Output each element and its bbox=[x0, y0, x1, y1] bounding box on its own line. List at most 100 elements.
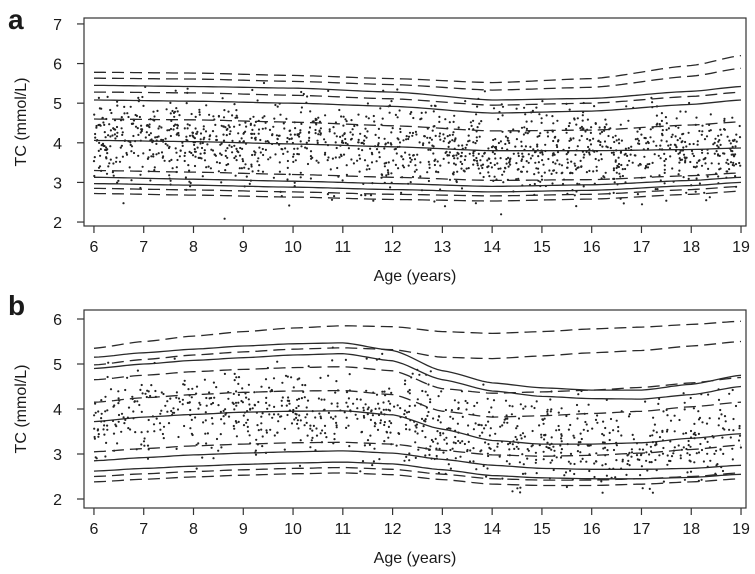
scatter-point bbox=[299, 439, 302, 442]
scatter-point bbox=[132, 410, 135, 413]
scatter-point bbox=[487, 171, 490, 174]
scatter-point bbox=[593, 105, 596, 108]
scatter-point bbox=[191, 135, 195, 138]
scatter-point bbox=[327, 374, 330, 377]
scatter-point bbox=[577, 410, 581, 413]
scatter-point bbox=[499, 167, 502, 170]
scatter-point bbox=[104, 136, 107, 139]
scatter-point bbox=[233, 427, 236, 430]
scatter-point bbox=[390, 100, 393, 103]
solid-centile-line-4 bbox=[93, 461, 742, 480]
scatter-point bbox=[222, 116, 226, 119]
scatter-point bbox=[330, 402, 333, 405]
scatter-point bbox=[129, 143, 132, 146]
scatter-point bbox=[286, 136, 289, 140]
scatter-point bbox=[283, 427, 286, 430]
scatter-point bbox=[106, 424, 109, 427]
scatter-point bbox=[383, 440, 386, 443]
scatter-point bbox=[344, 358, 347, 361]
scatter-point bbox=[476, 164, 479, 167]
scatter-point bbox=[569, 462, 572, 465]
scatter-point bbox=[233, 372, 236, 375]
scatter-point bbox=[353, 124, 356, 128]
y-tick-label: 2 bbox=[53, 492, 62, 509]
scatter-point bbox=[637, 142, 640, 145]
scatter-point bbox=[723, 117, 726, 120]
scatter-point bbox=[727, 162, 730, 166]
scatter-point bbox=[684, 432, 688, 435]
scatter-point bbox=[420, 111, 423, 114]
scatter-point bbox=[318, 129, 321, 132]
scatter-point bbox=[377, 402, 380, 405]
scatter-point bbox=[298, 414, 301, 417]
scatter-point bbox=[737, 439, 741, 442]
scatter-point bbox=[220, 181, 223, 184]
x-tick-label: 11 bbox=[335, 521, 352, 538]
scatter-point bbox=[661, 430, 664, 433]
scatter-point bbox=[726, 135, 729, 138]
scatter-point bbox=[344, 141, 347, 145]
scatter-point bbox=[436, 419, 440, 422]
scatter-point bbox=[556, 145, 559, 149]
scatter-point bbox=[154, 389, 157, 393]
scatter-point bbox=[387, 161, 390, 164]
scatter-point bbox=[522, 463, 525, 466]
scatter-point bbox=[679, 110, 682, 113]
scatter-point bbox=[569, 469, 572, 472]
scatter-point bbox=[134, 125, 138, 128]
scatter-point bbox=[546, 410, 549, 413]
scatter-point bbox=[280, 415, 283, 418]
scatter-point bbox=[199, 152, 202, 155]
scatter-point bbox=[372, 199, 375, 202]
scatter-point bbox=[424, 436, 427, 439]
scatter-point bbox=[372, 460, 375, 463]
scatter-point bbox=[277, 420, 280, 423]
scatter-point bbox=[541, 159, 544, 162]
scatter-point bbox=[141, 392, 144, 395]
scatter-point bbox=[589, 139, 592, 142]
panel-b-letter: b bbox=[8, 290, 26, 321]
scatter-point bbox=[472, 447, 475, 450]
scatter-point bbox=[295, 416, 298, 419]
scatter-point bbox=[103, 131, 106, 134]
scatter-point bbox=[511, 443, 514, 446]
scatter-point bbox=[535, 458, 538, 461]
scatter-point bbox=[684, 110, 687, 113]
scatter-point bbox=[217, 404, 220, 407]
scatter-point bbox=[684, 157, 687, 160]
scatter-point bbox=[169, 112, 172, 115]
scatter-point bbox=[650, 461, 653, 464]
scatter-point bbox=[183, 379, 186, 382]
scatter-point bbox=[366, 439, 370, 442]
scatter-point bbox=[440, 390, 443, 393]
scatter-point bbox=[251, 88, 254, 92]
scatter-point bbox=[150, 384, 153, 387]
scatter-point bbox=[100, 399, 103, 402]
scatter-point bbox=[147, 418, 150, 422]
scatter-point bbox=[264, 378, 268, 381]
scatter-point bbox=[447, 145, 450, 148]
scatter-point bbox=[671, 167, 674, 170]
scatter-point bbox=[166, 144, 169, 147]
scatter-point bbox=[515, 138, 519, 141]
scatter-point bbox=[141, 128, 144, 131]
scatter-point bbox=[400, 191, 403, 194]
scatter-point bbox=[641, 487, 644, 490]
scatter-point bbox=[187, 164, 190, 167]
scatter-point bbox=[397, 167, 400, 170]
scatter-point bbox=[398, 141, 402, 144]
scatter-point bbox=[346, 405, 349, 408]
scatter-point bbox=[424, 111, 427, 114]
scatter-point bbox=[316, 139, 319, 142]
scatter-point bbox=[288, 129, 292, 132]
scatter-point bbox=[405, 455, 408, 458]
scatter-point bbox=[551, 182, 554, 185]
scatter-point bbox=[663, 159, 666, 163]
scatter-point bbox=[536, 135, 539, 138]
x-tick-label: 13 bbox=[433, 521, 451, 538]
scatter-point bbox=[501, 477, 504, 480]
scatter-point bbox=[418, 373, 421, 376]
scatter-point bbox=[575, 123, 578, 126]
scatter-point bbox=[105, 146, 108, 149]
scatter-point bbox=[606, 146, 609, 149]
